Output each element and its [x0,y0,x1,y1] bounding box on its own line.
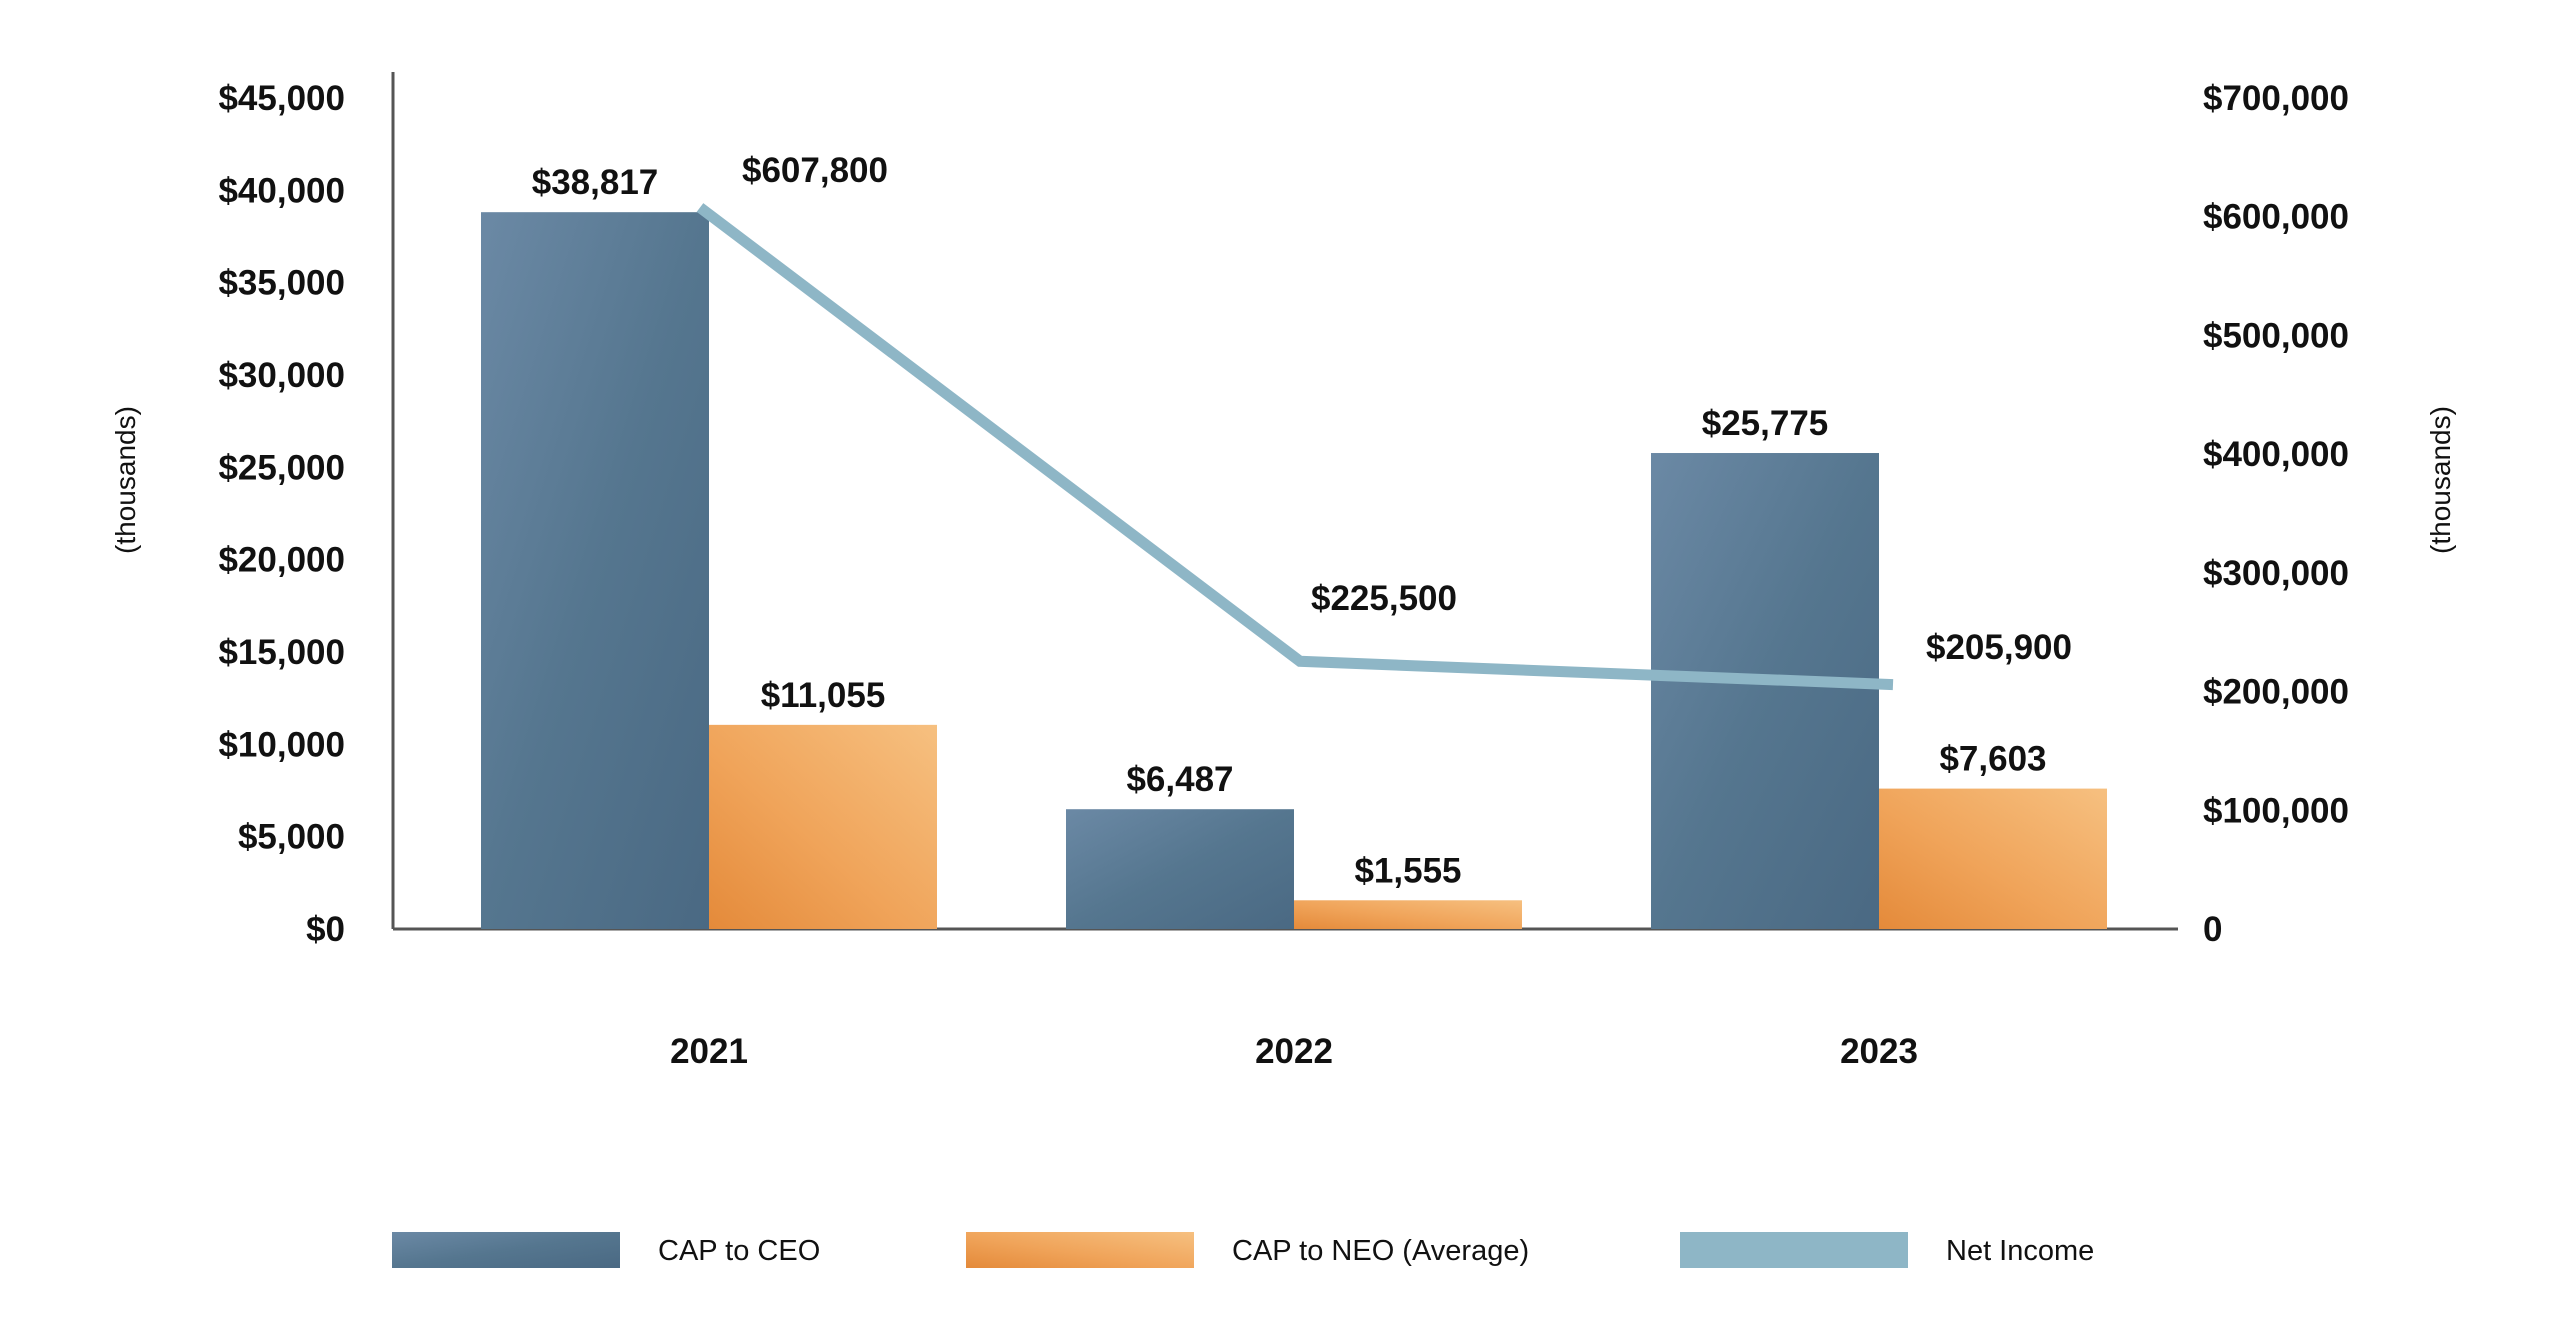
legend: CAP to CEO CAP to NEO (Average) Net Inco… [392,1232,2094,1268]
net-income-line-group [696,203,1894,691]
left-tick-label: $25,000 [218,448,345,487]
right-tick-label: $700,000 [2203,79,2349,118]
left-tick-label: $15,000 [218,633,345,672]
legend-label-ceo: CAP to CEO [658,1235,820,1267]
bar-ceo [481,212,709,930]
data-labels: $38,817 $11,055 $6,487 $1,555 $25,775 $7,603 $… [532,151,2072,890]
bar-ceo [1651,453,1879,929]
right-axis-unit-label: (thousands) [2425,406,2456,554]
legend-label-net-income: Net Income [1946,1235,2094,1267]
category-label: 2021 [670,1032,748,1071]
left-tick-label: $30,000 [218,356,345,395]
category-label: 2022 [1255,1032,1333,1071]
data-label-neo: $1,555 [1354,851,1461,890]
data-label-neo: $7,603 [1939,740,2046,779]
legend-label-neo: CAP to NEO (Average) [1232,1235,1529,1267]
category-labels: 2021 2022 2023 [670,1032,1918,1071]
bars [481,212,2107,930]
data-label-neo: $11,055 [761,676,886,715]
left-axis-ticks: $0 $5,000 $10,000 $15,000 $20,000 $25,000 $30,… [218,79,345,949]
right-tick-label: 0 [2203,910,2222,949]
legend-swatch-ceo [392,1232,620,1268]
data-label-net-income: $205,900 [1926,628,2072,667]
right-tick-label: $500,000 [2203,316,2349,355]
data-label-ceo: $6,487 [1126,760,1233,799]
data-label-net-income: $607,800 [742,151,888,190]
category-label: 2023 [1840,1032,1918,1071]
left-tick-label: $5,000 [238,818,345,857]
left-tick-label: $20,000 [218,541,345,580]
data-label-ceo: $25,775 [1702,404,1829,443]
left-axis-unit-label: (thousands) [110,406,141,554]
right-tick-label: $200,000 [2203,673,2349,712]
left-tick-label: $10,000 [218,725,345,764]
bar-ceo [1066,809,1294,929]
bar-neo [709,724,937,929]
bar-neo [1879,788,2107,929]
data-label-net-income: $225,500 [1311,579,1457,618]
right-tick-label: $100,000 [2203,791,2349,830]
right-tick-label: $600,000 [2203,198,2349,237]
bar-neo [1294,900,1522,929]
net-income-line [696,203,1894,691]
right-tick-label: $300,000 [2203,554,2349,593]
legend-swatch-neo [966,1232,1194,1268]
left-tick-label: $40,000 [218,171,345,210]
right-axis-ticks: 0 $100,000 $200,000 $300,000 $400,000 $500,00… [2203,79,2349,949]
data-label-ceo: $38,817 [532,163,659,202]
left-tick-label: $0 [306,910,345,949]
right-tick-label: $400,000 [2203,435,2349,474]
left-tick-label: $35,000 [218,264,345,303]
left-tick-label: $45,000 [218,79,345,118]
legend-swatch-net-income [1680,1232,1908,1268]
